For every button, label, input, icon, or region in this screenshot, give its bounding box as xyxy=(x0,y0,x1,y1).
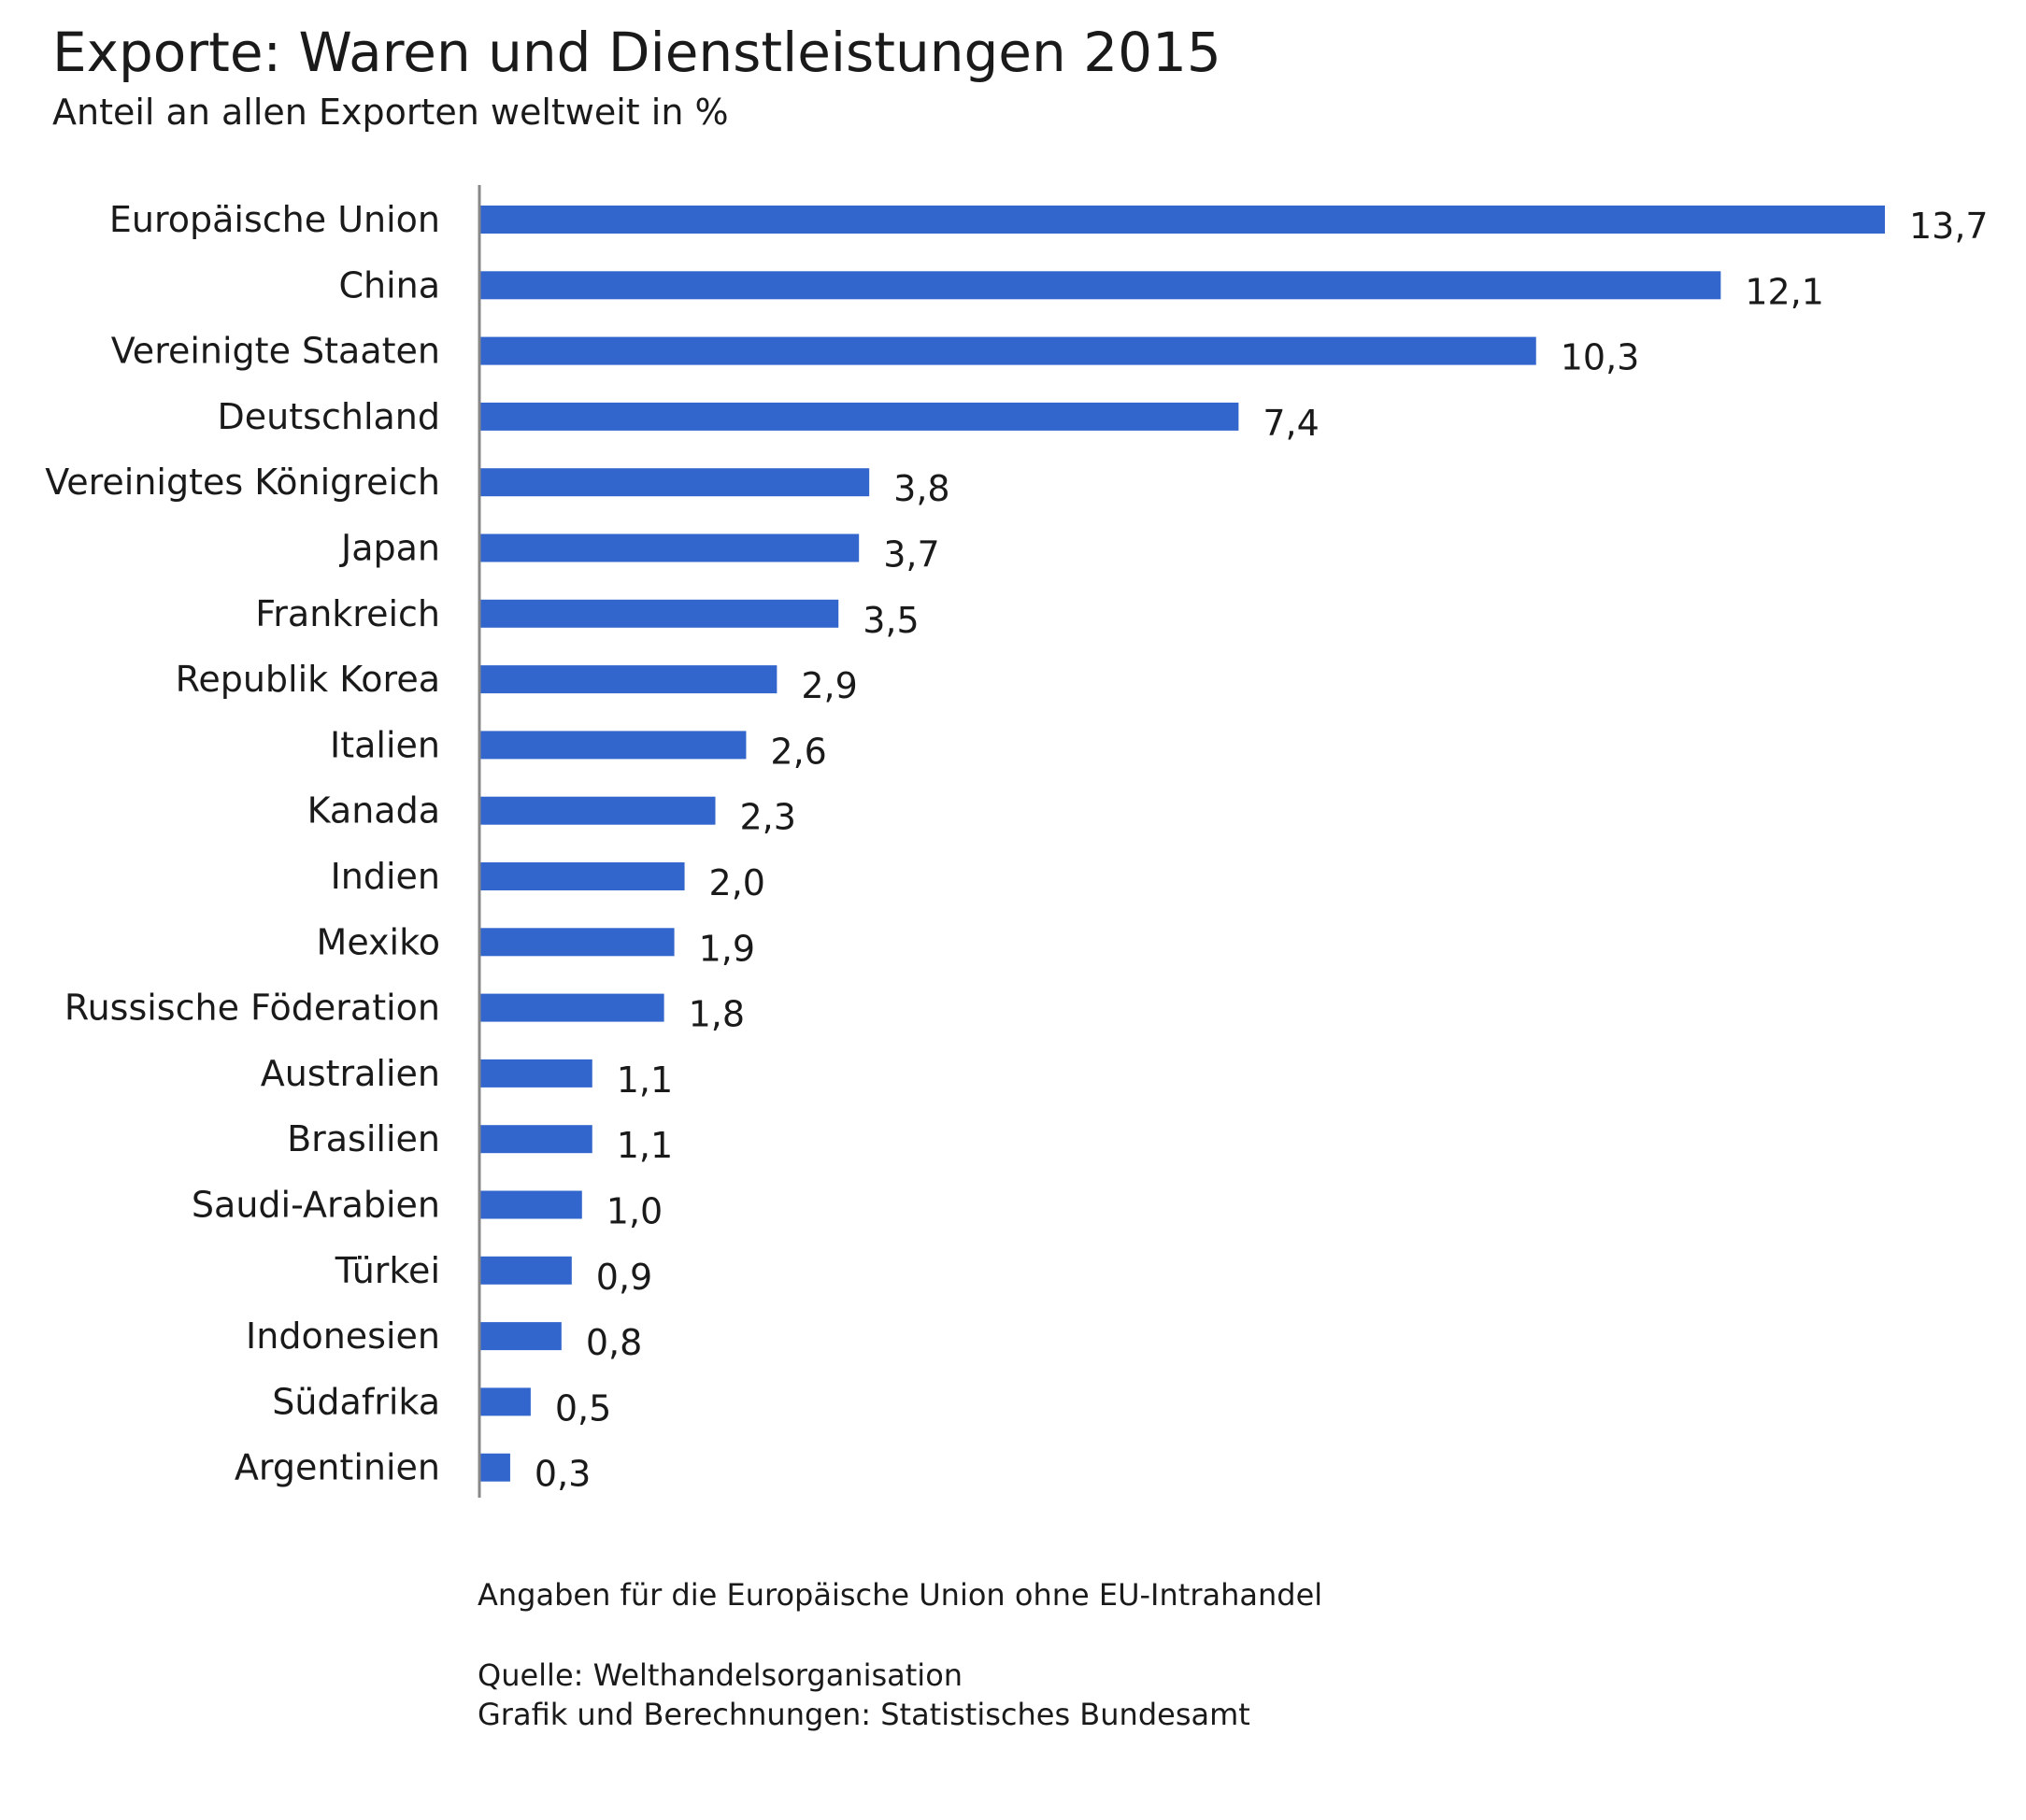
value-label: 0,9 xyxy=(596,1257,652,1298)
bars-group xyxy=(479,206,1885,1482)
chart-title: Exporte: Waren und Dienstleistungen 2015 xyxy=(52,21,1221,84)
value-label: 3,8 xyxy=(893,468,949,509)
bar xyxy=(479,1190,582,1219)
bar xyxy=(479,665,778,694)
category-label: China xyxy=(338,264,440,306)
value-label: 13,7 xyxy=(1909,206,1989,247)
value-label: 2,6 xyxy=(770,731,826,772)
value-label: 1,0 xyxy=(606,1191,663,1232)
value-labels: 13,7 12,1 10,3 7,4 3,8 3,7 3,52,9 2,6 2,3 2,0 1,9 1… xyxy=(535,206,1989,1495)
category-label: Republik Korea xyxy=(176,659,440,700)
bar xyxy=(479,796,716,825)
category-label: Vereinigtes Königreich xyxy=(45,462,440,503)
category-label: Südafrika xyxy=(272,1381,440,1422)
category-label: Saudi-Arabien xyxy=(192,1185,440,1226)
category-label: Europäische Union xyxy=(109,199,440,240)
chart-subtitle: Anteil an allen Exporten weltweit in % xyxy=(52,92,729,133)
value-label: 12,1 xyxy=(1745,271,1824,312)
bar xyxy=(479,533,860,562)
value-label: 3,7 xyxy=(883,534,939,576)
bar xyxy=(479,731,747,760)
category-label: Russische Föderation xyxy=(64,988,440,1029)
category-label: Japan xyxy=(339,528,440,569)
footnote: Angaben für die Europäische Union ohne E… xyxy=(478,1577,1323,1613)
bar xyxy=(479,206,1885,234)
value-label: 7,4 xyxy=(1263,403,1319,444)
bar xyxy=(479,1256,572,1285)
bar xyxy=(479,862,685,890)
bar xyxy=(479,402,1239,431)
bar xyxy=(479,1322,562,1351)
value-label: 2,9 xyxy=(801,665,857,706)
value-label: 0,3 xyxy=(535,1454,591,1495)
bar xyxy=(479,599,839,628)
value-label: 1,1 xyxy=(617,1125,673,1166)
bar xyxy=(479,271,1721,300)
bar xyxy=(479,468,870,497)
source-note: Quelle: Welthandelsorganisation xyxy=(478,1657,963,1693)
value-label: 2,3 xyxy=(739,797,795,838)
category-label: Argentinien xyxy=(235,1447,440,1488)
bar xyxy=(479,1125,592,1154)
category-label: Italien xyxy=(330,724,440,765)
category-label: Indien xyxy=(331,856,440,897)
category-label: Frankreich xyxy=(255,593,440,634)
credit-note: Grafik und Berechnungen: Statistisches B… xyxy=(478,1697,1250,1732)
value-label: 10,3 xyxy=(1561,337,1640,378)
bar xyxy=(479,1059,592,1088)
value-label: 1,1 xyxy=(617,1059,673,1101)
category-label: Vereinigte Staaten xyxy=(111,331,440,372)
category-label: Indonesien xyxy=(246,1315,440,1357)
value-label: 0,8 xyxy=(586,1322,642,1363)
category-label: Brasilien xyxy=(287,1118,440,1159)
category-labels: Europäische Union China Vereinigte Staaten… xyxy=(45,199,440,1488)
bar xyxy=(479,336,1536,365)
category-label: Kanada xyxy=(307,790,440,832)
category-label: Türkei xyxy=(335,1250,440,1291)
category-label: Deutschland xyxy=(218,396,440,437)
category-label: Mexiko xyxy=(317,921,440,962)
value-label: 0,5 xyxy=(555,1387,611,1429)
bar xyxy=(479,1387,531,1416)
value-label: 2,0 xyxy=(709,862,765,903)
bar xyxy=(479,1453,510,1482)
value-label: 3,5 xyxy=(863,600,919,641)
bar xyxy=(479,993,664,1022)
value-label: 1,8 xyxy=(689,994,745,1035)
bar xyxy=(479,928,675,957)
category-label: Australien xyxy=(261,1053,440,1094)
value-label: 1,9 xyxy=(699,928,755,969)
